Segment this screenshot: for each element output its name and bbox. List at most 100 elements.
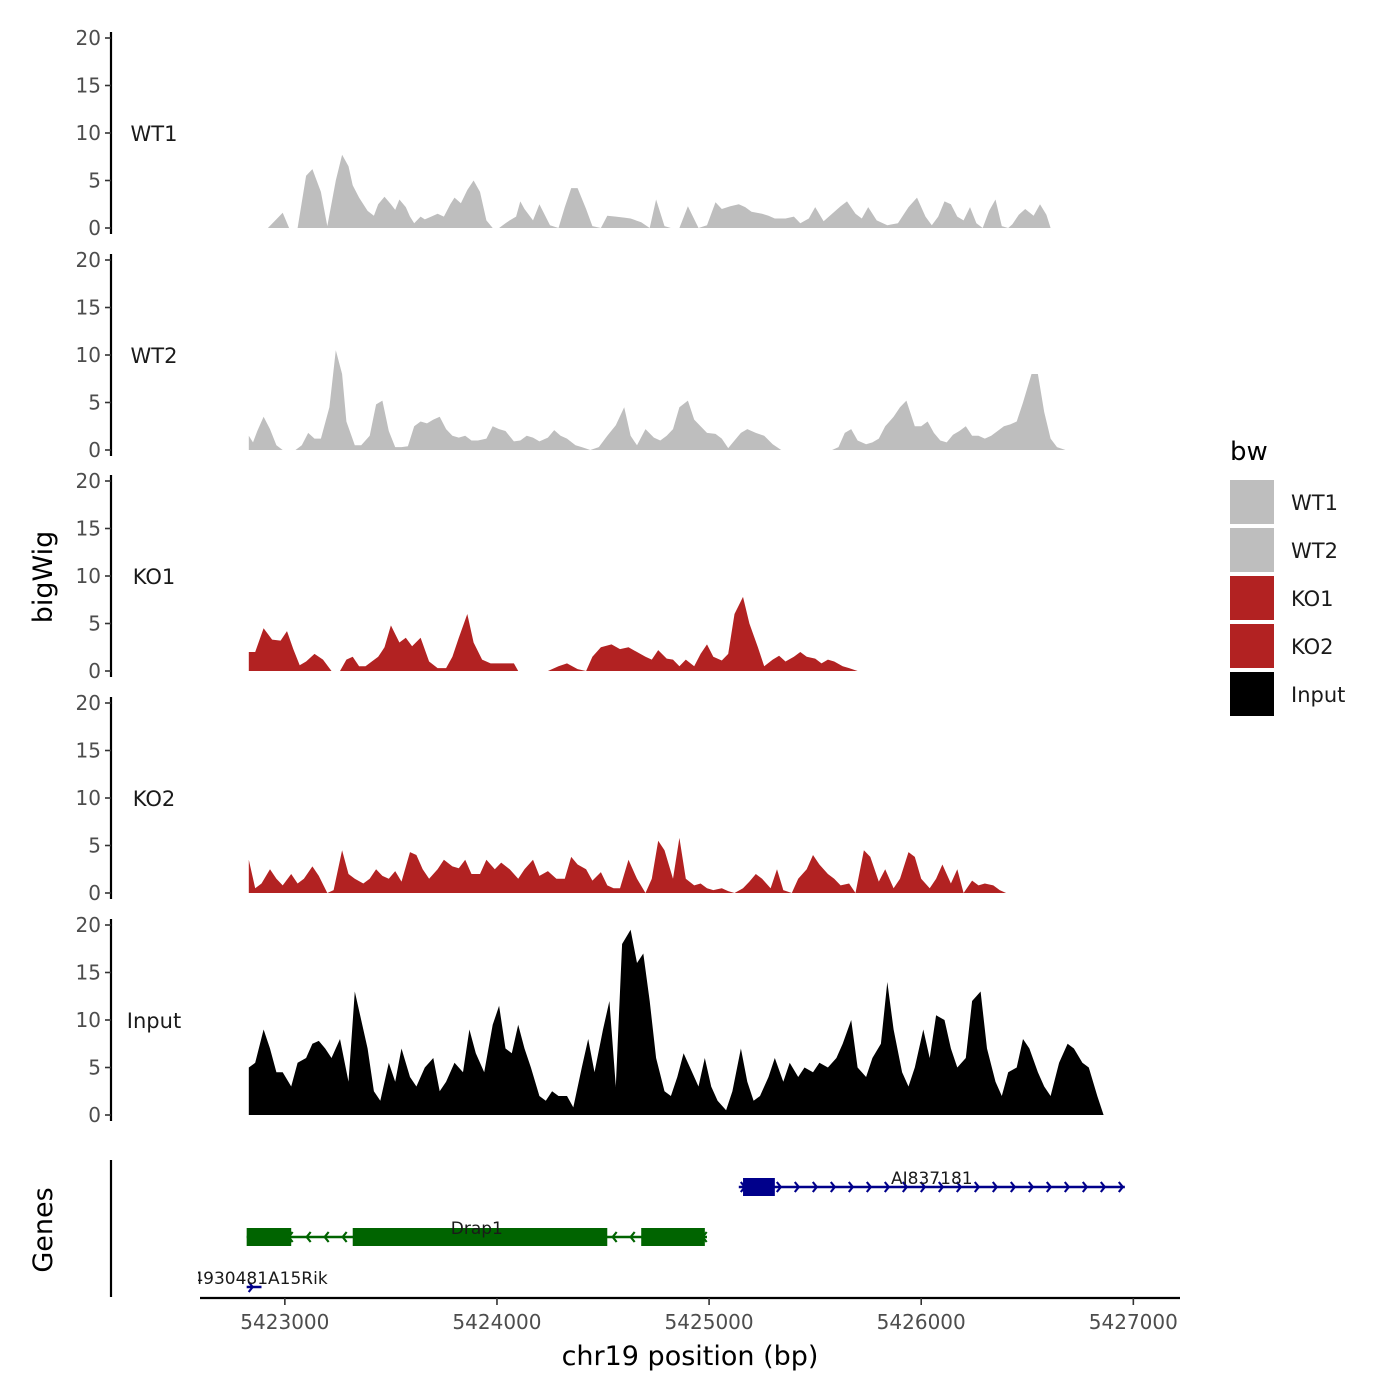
strand-chevron <box>323 1231 330 1243</box>
legend-swatch <box>1230 528 1274 572</box>
gene-exon <box>246 1228 292 1246</box>
signal-area-ko2 <box>248 837 1119 893</box>
strand-chevron <box>1099 1181 1107 1193</box>
gene-label: AI837181 <box>891 1169 973 1189</box>
y-tick-label: 10 <box>76 564 101 588</box>
track-label: KO1 <box>133 565 176 589</box>
x-tick-label: 5425000 <box>665 1310 754 1334</box>
strand-chevron <box>1081 1181 1089 1193</box>
track-label: Input <box>127 1009 181 1033</box>
gene-exon <box>641 1228 705 1246</box>
gene-exon <box>352 1228 608 1246</box>
strand-chevron <box>847 1181 855 1193</box>
y-tick-label: 15 <box>76 739 101 763</box>
strand-chevron <box>341 1231 348 1243</box>
y-tick-label: 10 <box>76 121 101 145</box>
legend-swatch <box>1230 480 1274 524</box>
legend-label: KO2 <box>1291 635 1334 659</box>
y-tick-label: 10 <box>76 343 101 367</box>
y-tick-label: 5 <box>88 391 101 415</box>
strand-chevron <box>919 1181 927 1193</box>
y-tick-label: 5 <box>88 169 101 193</box>
track-label: WT1 <box>131 122 178 146</box>
legend-swatch <box>1230 576 1274 620</box>
strand-chevron <box>1117 1181 1125 1193</box>
y-tick-label: 20 <box>76 913 101 937</box>
y-tick-label: 5 <box>88 612 101 636</box>
y-tick-label: 15 <box>76 296 101 320</box>
x-tick-label: 5424000 <box>452 1310 541 1334</box>
strand-chevron <box>865 1181 873 1193</box>
y-tick-label: 5 <box>88 834 101 858</box>
gene-label: 4930481A15Rik <box>192 1269 328 1289</box>
genes-panel: AI837181 Drap1 4930481A15Rik <box>192 1169 1125 1293</box>
strand-chevron <box>955 1181 963 1193</box>
legend-swatch <box>1230 624 1274 668</box>
strand-chevron <box>1009 1181 1017 1193</box>
legend-label: KO1 <box>1291 587 1334 611</box>
y-tick-label: 0 <box>88 881 101 905</box>
genes-axis-title: Genes <box>28 1187 59 1272</box>
y-tick-label: 0 <box>88 659 101 683</box>
y-axis-title: bigWig <box>28 531 59 624</box>
gene-exon <box>743 1178 775 1196</box>
signal-area-wt1 <box>267 154 1117 228</box>
y-tick-label: 0 <box>88 438 101 462</box>
strand-chevron <box>1027 1181 1035 1193</box>
track-panel-input: 0 5 10 15 20 Input <box>76 913 1104 1127</box>
strand-chevron <box>1045 1181 1053 1193</box>
legend-title: bw <box>1230 437 1268 467</box>
y-tick-label: 10 <box>76 1008 101 1032</box>
strand-chevron <box>611 1231 618 1243</box>
y-tick-label: 5 <box>88 1056 101 1080</box>
legend: bw WT1 WT2 KO1 KO2 Input <box>1230 437 1345 716</box>
track-label: KO2 <box>133 787 176 811</box>
y-tick-label: 15 <box>76 74 101 98</box>
y-tick-label: 10 <box>76 786 101 810</box>
signal-area-input <box>248 929 1104 1115</box>
gene-ai837181: AI837181 <box>738 1169 1125 1196</box>
strand-chevron <box>305 1231 312 1243</box>
legend-swatch <box>1230 672 1274 716</box>
x-axis-title: chr19 position (bp) <box>562 1341 819 1372</box>
y-tick-label: 0 <box>88 216 101 240</box>
legend-label: WT2 <box>1291 539 1338 563</box>
gene-label: Drap1 <box>451 1219 503 1239</box>
y-tick-label: 20 <box>76 26 101 50</box>
y-tick-label: 20 <box>76 691 101 715</box>
strand-chevron <box>937 1181 945 1193</box>
signal-panels: 0 5 10 15 20 WT1 0 5 10 15 20 WT2 0 5 10 15 20 KO1 0 5 10 15 2… <box>76 26 1123 1127</box>
y-tick-label: 20 <box>76 248 101 272</box>
track-panel-ko1: 0 5 10 15 20 KO1 <box>76 469 1123 683</box>
x-axis: 5423000 5424000 5425000 5426000 5427000 <box>200 1296 1180 1334</box>
gene-4930481a15rik: 4930481A15Rik <box>192 1269 328 1293</box>
y-tick-label: 15 <box>76 961 101 985</box>
strand-chevron <box>1063 1181 1071 1193</box>
track-panel-wt1: 0 5 10 15 20 WT1 <box>76 26 1117 240</box>
track-label: WT2 <box>131 344 178 368</box>
strand-chevron <box>793 1181 801 1193</box>
strand-chevron <box>247 1281 255 1293</box>
strand-chevron <box>901 1181 909 1193</box>
signal-area-wt2 <box>248 350 1123 450</box>
x-tick-label: 5427000 <box>1089 1310 1178 1334</box>
signal-area-ko1 <box>248 596 1123 671</box>
y-tick-label: 20 <box>76 469 101 493</box>
legend-label: WT1 <box>1291 491 1338 515</box>
strand-chevron <box>991 1181 999 1193</box>
x-tick-label: 5426000 <box>877 1310 966 1334</box>
strand-chevron <box>973 1181 981 1193</box>
y-tick-label: 15 <box>76 517 101 541</box>
track-panel-ko2: 0 5 10 15 20 KO2 <box>76 691 1119 905</box>
track-panel-wt2: 0 5 10 15 20 WT2 <box>76 248 1123 462</box>
x-tick-label: 5423000 <box>240 1310 329 1334</box>
strand-chevron <box>883 1181 891 1193</box>
strand-chevron <box>629 1231 636 1243</box>
strand-chevron <box>829 1181 837 1193</box>
legend-label: Input <box>1291 683 1345 707</box>
y-tick-label: 0 <box>88 1103 101 1127</box>
gene-drap1: Drap1 <box>246 1219 708 1246</box>
strand-chevron <box>775 1181 783 1193</box>
strand-chevron <box>811 1181 819 1193</box>
